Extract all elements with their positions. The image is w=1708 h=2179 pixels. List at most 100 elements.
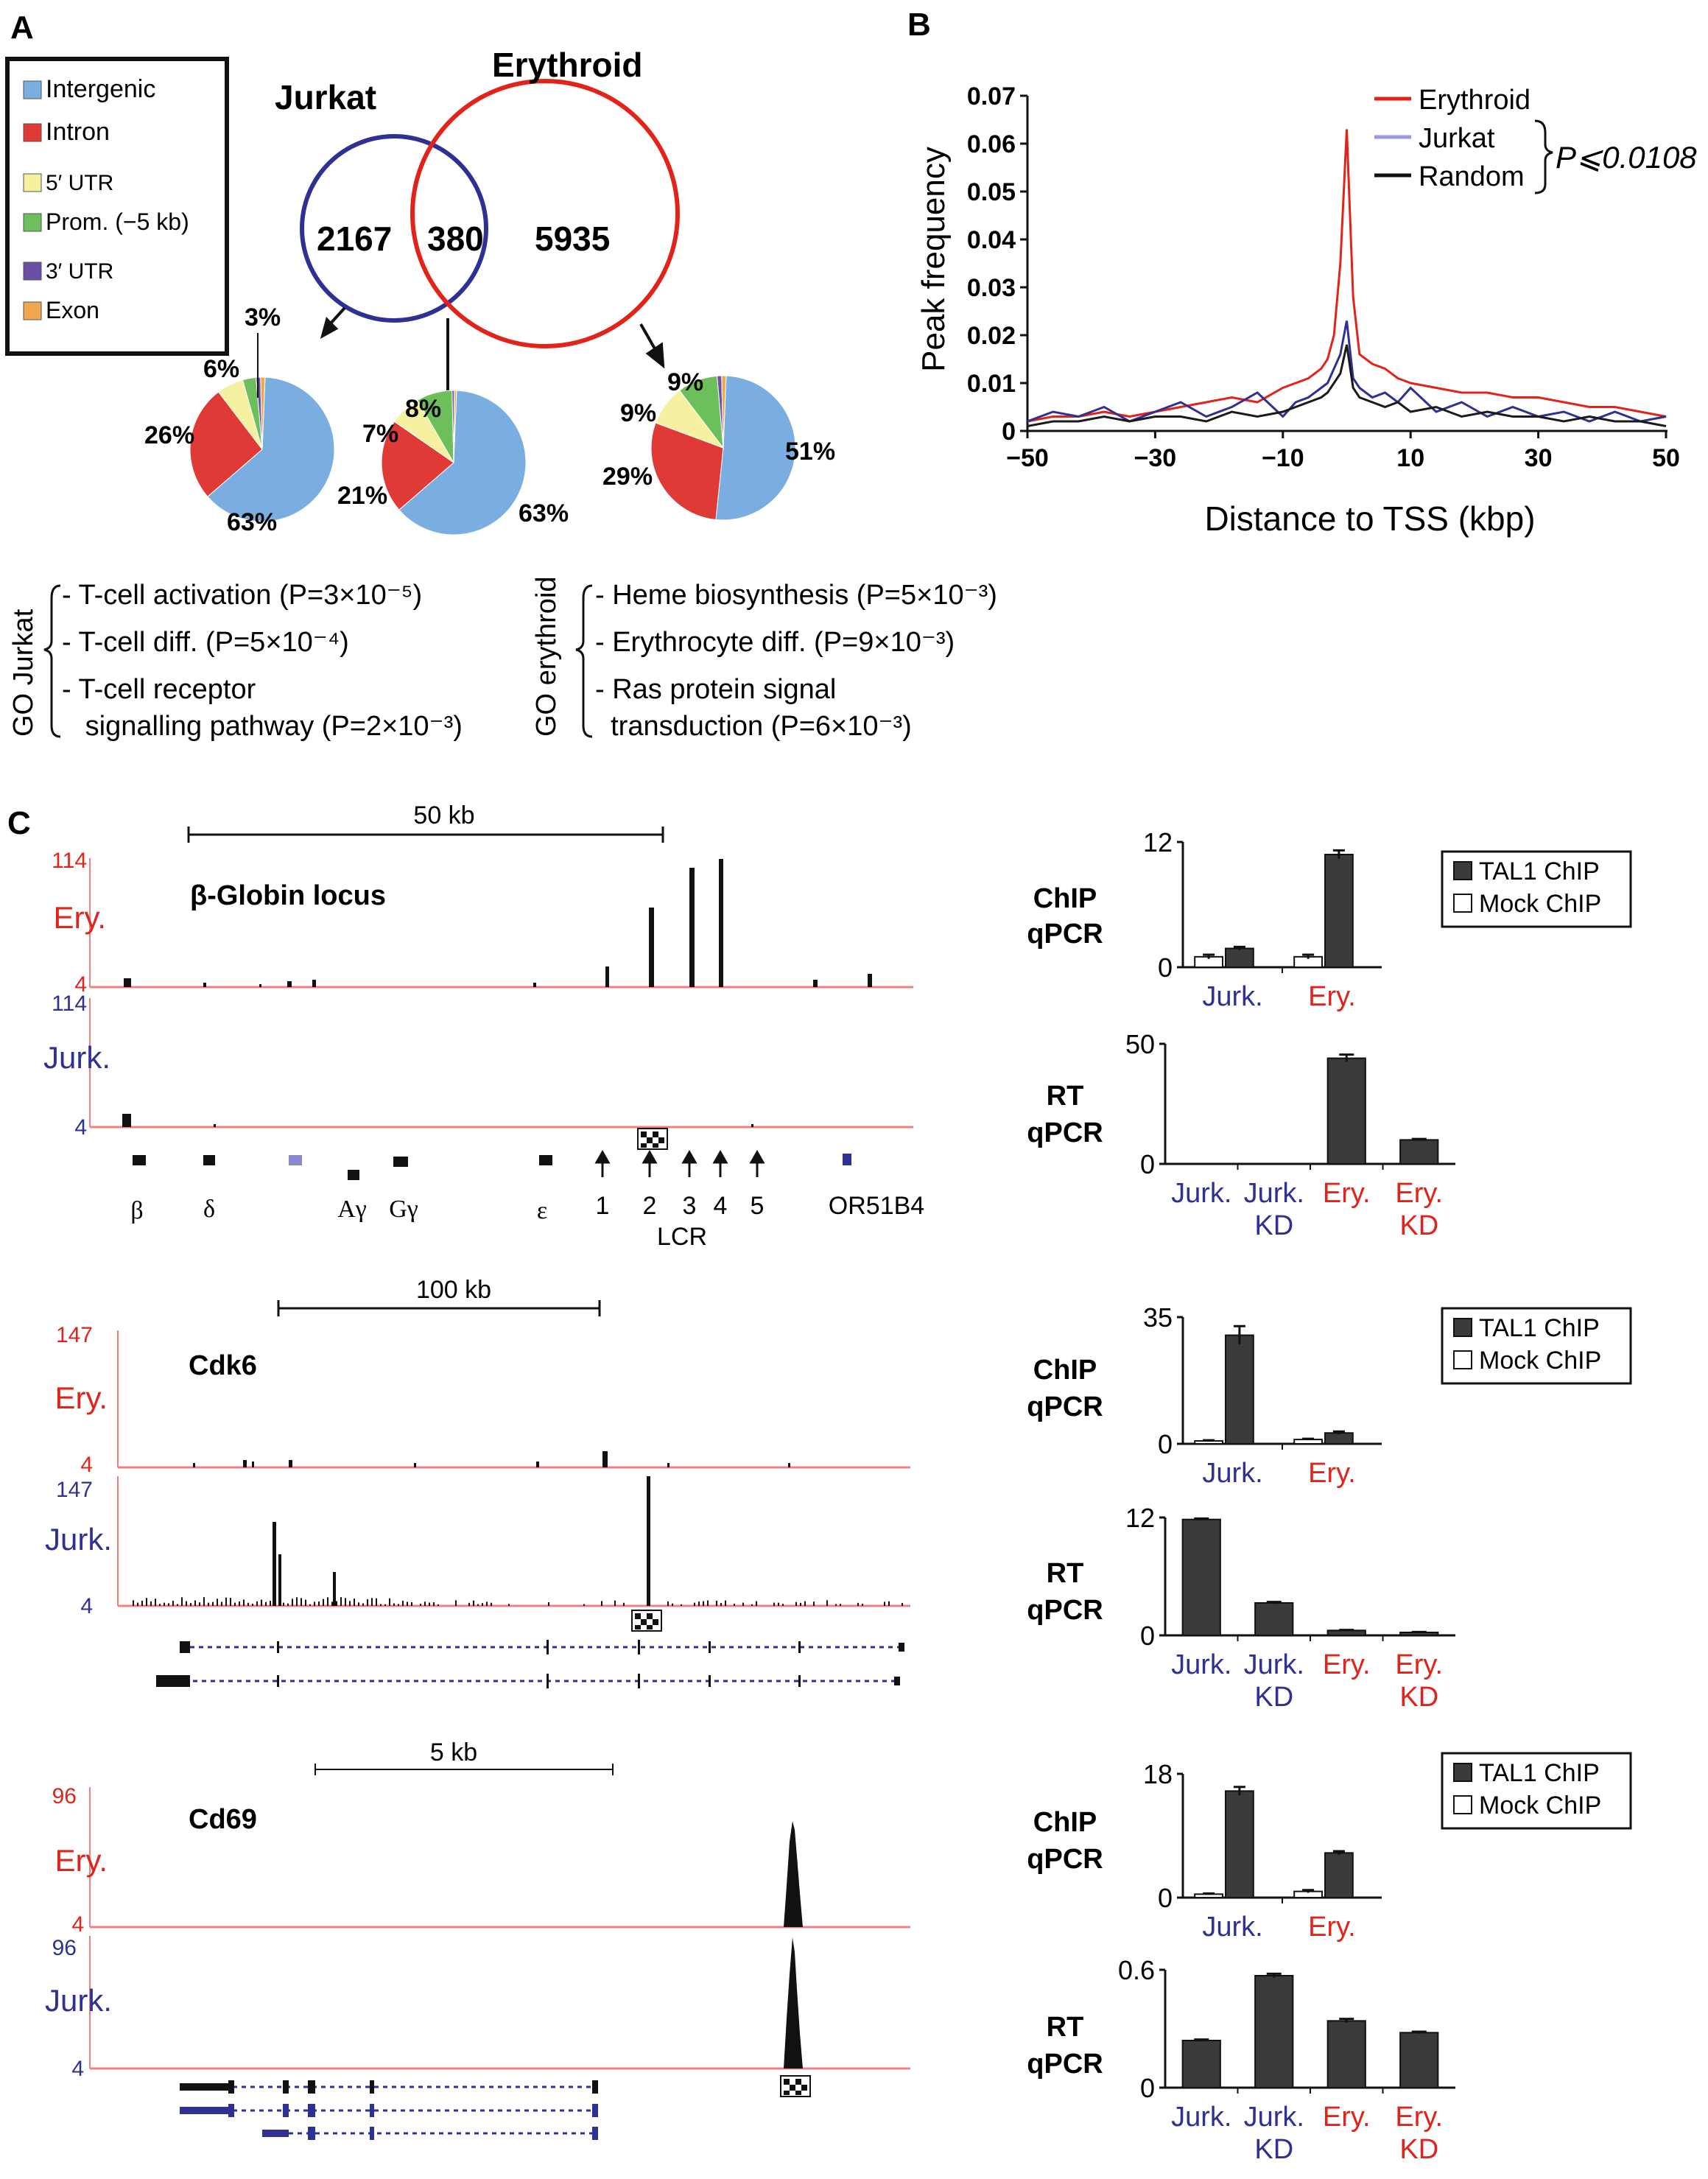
bar-tal1-chip xyxy=(1324,854,1354,968)
cdk6-jurk-read xyxy=(234,1602,236,1606)
cdk6-exon xyxy=(547,1674,549,1688)
legend-swatch-intergenic xyxy=(23,80,42,99)
legend-label-intergenic: Intergenic xyxy=(46,75,155,103)
bar-category-label-kd: KD xyxy=(1399,1210,1438,1241)
bar-category-label: Jurk. xyxy=(1244,2102,1304,2133)
gene-ggamma xyxy=(393,1157,408,1167)
cdk6-ery-peak xyxy=(667,1463,670,1467)
cdk6-jurk-read xyxy=(782,1604,784,1606)
cdk6-jurk-read xyxy=(672,1603,673,1606)
bar-rt xyxy=(1399,1139,1439,1165)
b-legend-erythroid: Erythroid xyxy=(1419,85,1530,116)
bar-category-label: Jurk. xyxy=(1171,2102,1231,2133)
cdk6-jurk-read xyxy=(902,1602,903,1606)
bar-category-label-kd: KD xyxy=(1254,2134,1293,2165)
cd69-rt-label-2: qPCR xyxy=(1027,2049,1103,2080)
go-erythroid-item-1: - Heme biosynthesis (P=5×10⁻³) xyxy=(595,580,997,611)
pie-slice-intron xyxy=(650,422,724,521)
cdk6-jurk-peak xyxy=(647,1476,650,1606)
legend-swatch-utr5 xyxy=(23,173,42,192)
cdk6-ery-peak xyxy=(289,1460,292,1467)
globin-ery-peak xyxy=(124,978,131,987)
bar-tal1-chip xyxy=(1225,1334,1254,1445)
bar-rt xyxy=(1326,1629,1366,1636)
cdk6-jurk-read xyxy=(367,1599,368,1606)
legend-tal1: TAL1 ChIP xyxy=(1479,1314,1600,1342)
gene-label-ggamma: Gγ xyxy=(389,1196,418,1223)
legend-swatch-exon xyxy=(23,301,42,320)
cdk6-jurk-read xyxy=(270,1601,271,1606)
bar-y-tick-label: 12 xyxy=(1143,827,1173,857)
pie-jurkat xyxy=(189,376,335,522)
gene-label-epsilon: ε xyxy=(537,1197,547,1224)
b-y-axis-label: Peak frequency xyxy=(915,147,952,372)
cdk6-jurk-read xyxy=(292,1599,293,1606)
venn-jurkat-circle xyxy=(300,134,488,323)
b-series-random xyxy=(1027,344,1667,427)
bar-y-tick-label: 50 xyxy=(1125,1029,1155,1059)
cdk6-jurk-read xyxy=(681,1604,682,1606)
cdk6-jurk-peak xyxy=(278,1554,281,1606)
cdk6-jurk-read xyxy=(318,1601,320,1606)
tss-line-chart: 0 0.01 0.02 0.03 0.04 0.05 0.06 0.07 −50 −30 −10 1… xyxy=(915,83,1697,538)
globin-jurk-peak xyxy=(214,1124,216,1127)
cdk6-exon xyxy=(798,1675,801,1687)
cdk6-jurk-read xyxy=(583,1604,585,1606)
legend-swatch-utr3 xyxy=(23,262,42,281)
pie-overlap-label-intron: 21% xyxy=(337,482,387,510)
cdk6-exon xyxy=(899,1643,904,1652)
go-jurkat-list: - T-cell activation (P=3×10⁻⁵) - T-cell … xyxy=(62,580,463,742)
globin-ery-peak xyxy=(533,983,536,987)
cd69-chip-label-1: ChIP xyxy=(1033,1807,1097,1838)
globin-ery-peak xyxy=(719,859,723,987)
cd69-ery-peak xyxy=(784,1821,803,1927)
globin-ery-peak xyxy=(605,966,609,987)
cdk6-jurk-read xyxy=(186,1601,187,1606)
cdk6-jurk-read xyxy=(398,1604,399,1606)
cd69-rt-label-1: RT xyxy=(1047,2012,1084,2043)
globin-ery-peak xyxy=(312,980,316,987)
bar-tal1-chip xyxy=(1225,947,1254,968)
arrow-to-erythroid-pie xyxy=(639,323,657,351)
cdk6-jurk-read xyxy=(473,1600,474,1606)
gene-label-or51b4: OR51B4 xyxy=(829,1192,924,1220)
globin-ery-peak xyxy=(287,981,292,987)
b-legend: Erythroid Jurkat Random P⩽0.0108 xyxy=(1374,85,1697,194)
go-jurkat-brace xyxy=(43,584,61,738)
cdk6-jurk-read xyxy=(177,1604,178,1606)
cdk6-jurk-read xyxy=(384,1604,386,1606)
cdk6-chip-label-2: qPCR xyxy=(1027,1392,1103,1422)
cdk6-jurk-read xyxy=(296,1597,298,1606)
bar-y-tick-label: 0 xyxy=(1140,1621,1155,1651)
globin-ery-peak xyxy=(649,908,654,987)
legend-frame xyxy=(1441,1307,1632,1385)
venn-count-overlap: 380 xyxy=(427,220,484,258)
gene-label-lcr5: 5 xyxy=(751,1192,765,1220)
cd69-exon xyxy=(283,2104,289,2117)
globin-ery-peaks xyxy=(124,859,872,987)
globin-chip-label-1: ChIP xyxy=(1033,883,1097,914)
cdk6-jurk-read xyxy=(813,1601,815,1606)
cdk6-jurk-read xyxy=(477,1604,479,1606)
go-jurkat-item-3: - T-cell receptor xyxy=(62,674,256,705)
bar-y-tick-label: 0 xyxy=(1140,2073,1155,2103)
cd69-jurk-ymin: 4 xyxy=(71,2057,84,2081)
cd69-exon xyxy=(592,2104,598,2117)
cdk6-jurk-read xyxy=(455,1600,457,1606)
gene-label-lcr2: 2 xyxy=(643,1192,657,1220)
legend-swatch-mock xyxy=(1453,1795,1472,1814)
cdk6-jurk-read xyxy=(393,1603,395,1606)
cdk6-jurk-read xyxy=(314,1601,315,1606)
cdk6-jurk-read xyxy=(601,1601,602,1606)
cdk6-jurk-read xyxy=(756,1601,757,1606)
pie-jurkat-label-prom: 3% xyxy=(245,303,281,331)
cdk6-exon xyxy=(798,1641,801,1653)
legend-label-exon: Exon xyxy=(46,297,99,323)
legend-mock: Mock ChIP xyxy=(1479,1347,1601,1375)
b-x-axis-label: Distance to TSS (kbp) xyxy=(1204,499,1535,538)
cdk6-rt-label-1: RT xyxy=(1047,1558,1084,1589)
b-legend-brace xyxy=(1534,119,1553,194)
b-x-tick-label: 30 xyxy=(1525,444,1553,472)
cdk6-jurk-read xyxy=(212,1601,214,1606)
